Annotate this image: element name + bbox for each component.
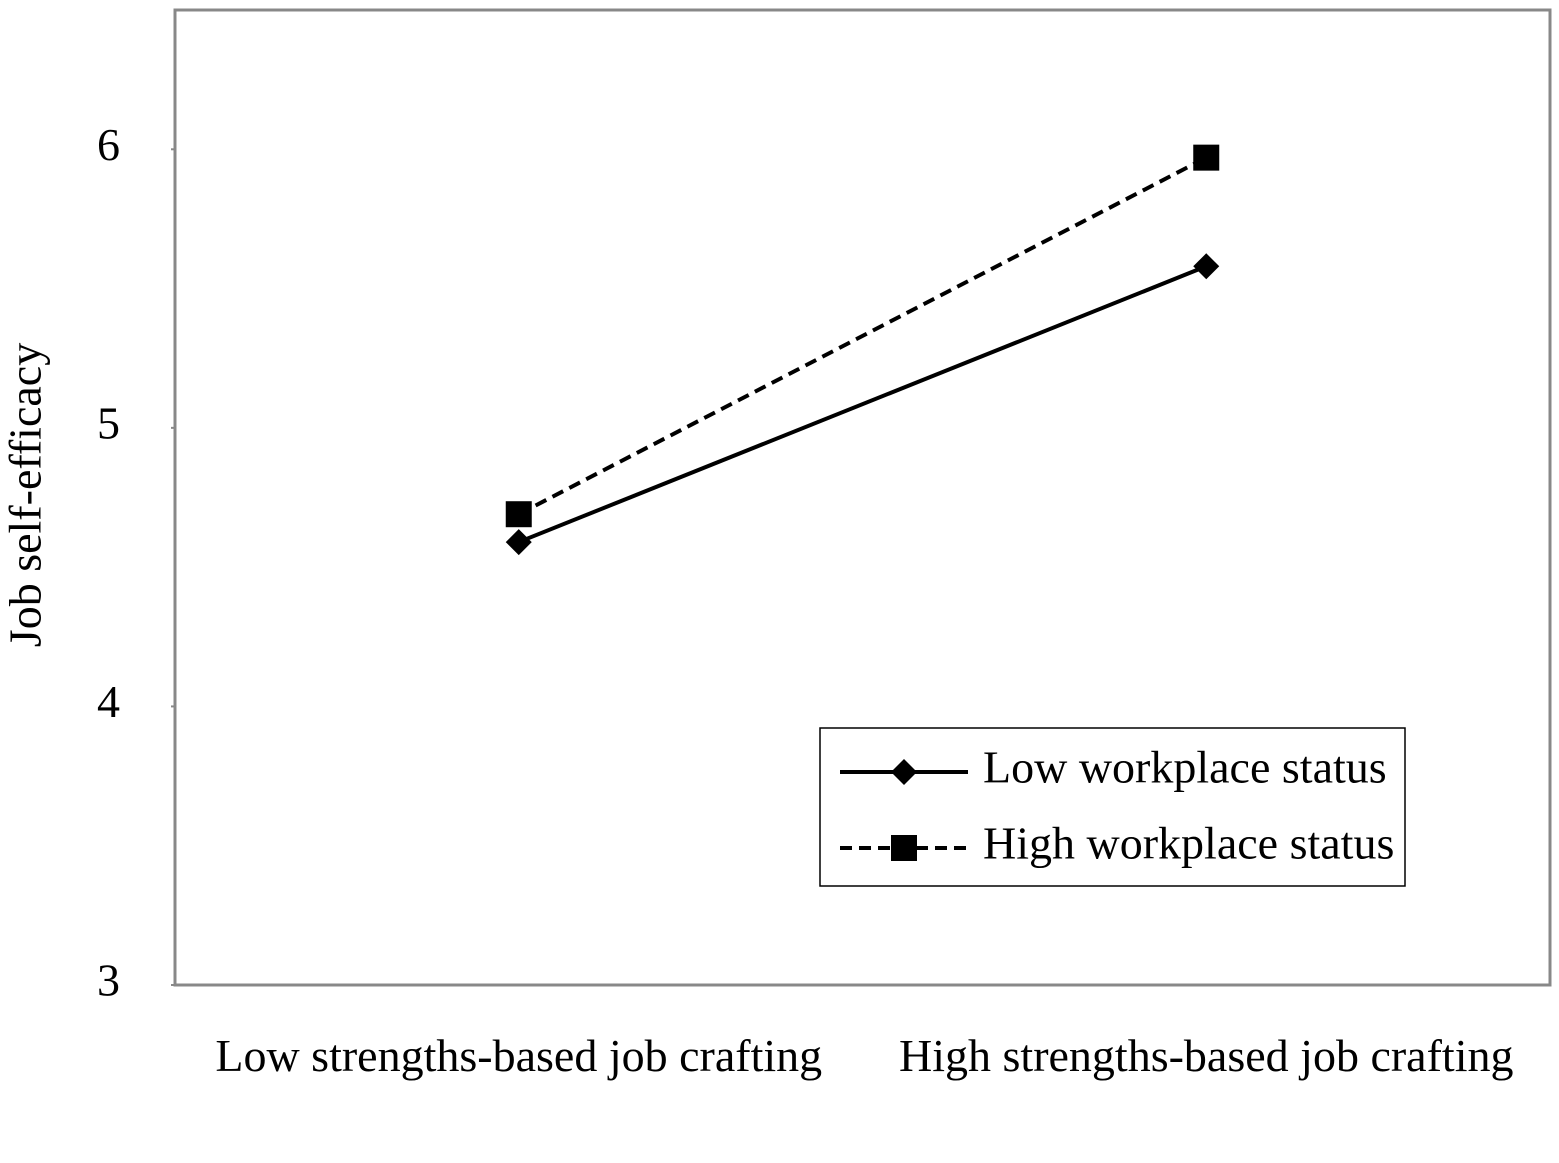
legend-marker [891,759,917,785]
marker [1193,253,1220,280]
marker [505,529,532,556]
x-tick-label: High strengths-based job crafting [899,1030,1514,1081]
marker [1193,144,1220,171]
series-line [517,155,1208,516]
series-line [518,264,1207,544]
plot-frame [173,8,1552,987]
legend-label: Low workplace status [983,742,1387,793]
legend-box [819,727,1406,887]
y-tick-label: 3 [97,955,120,1006]
y-tick-label: 6 [97,119,120,170]
marker [505,501,532,528]
y-axis-label: Job self-efficacy [0,343,51,647]
y-tick-label: 4 [97,676,120,727]
x-tick-label: Low strengths-based job crafting [215,1030,823,1081]
y-tick-label: 5 [97,397,120,448]
legend-label: High workplace status [983,818,1394,869]
legend-marker [891,835,917,861]
